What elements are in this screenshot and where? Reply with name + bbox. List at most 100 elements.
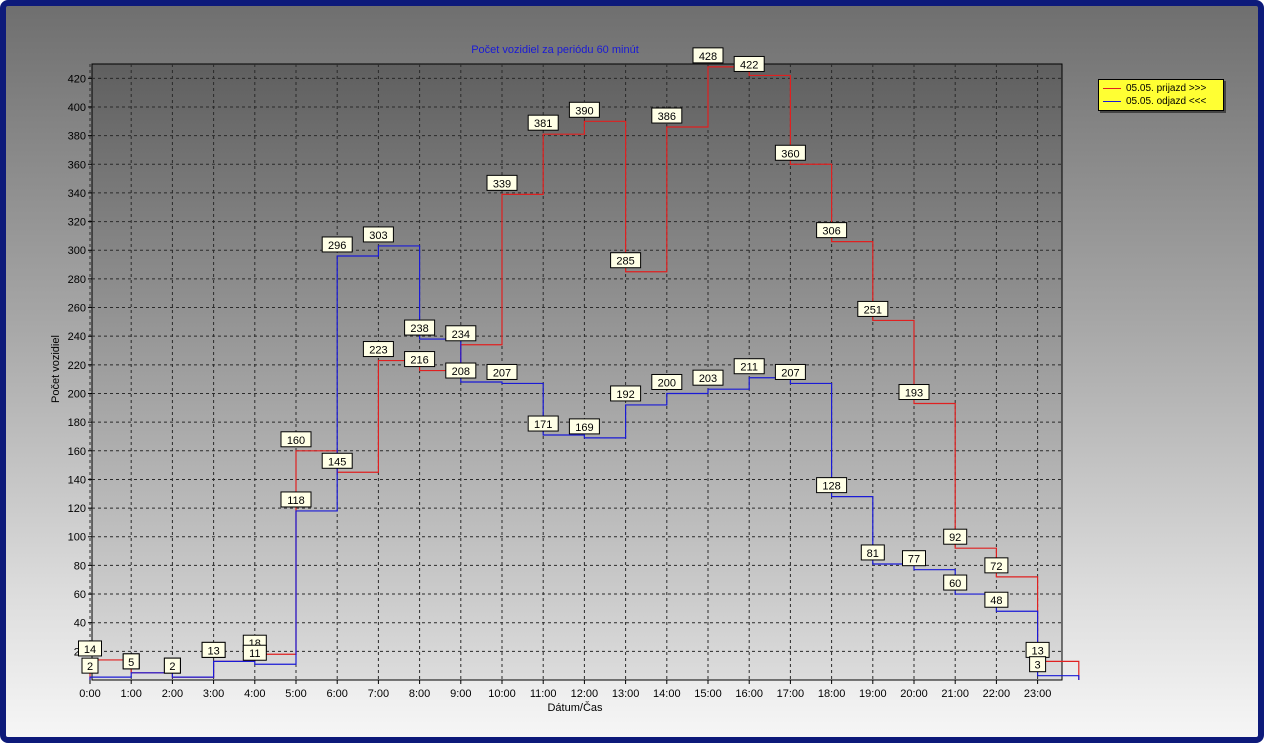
data-label: 390 [568, 101, 600, 118]
data-label-text: 216 [410, 355, 428, 367]
data-label: 306 [816, 222, 848, 239]
data-label-box [816, 477, 848, 494]
data-label: 2 [81, 657, 99, 674]
legend-swatch-blue [1103, 101, 1121, 102]
y-tick-label: 220 [68, 360, 86, 372]
data-label-text: 207 [493, 367, 511, 379]
data-label-box [81, 657, 99, 674]
data-label-text: 422 [740, 59, 758, 71]
data-label: 223 [362, 341, 394, 358]
data-label: 118 [280, 491, 312, 508]
x-tick-label: 16:00 [735, 688, 763, 700]
data-label-text: 208 [452, 366, 470, 378]
data-label: 203 [692, 369, 724, 386]
data-label: 3 [1029, 656, 1047, 673]
data-label: 145 [321, 452, 353, 469]
data-label-text: 48 [990, 595, 1002, 607]
y-tick-label: 320 [68, 217, 86, 229]
data-label-text: 145 [328, 456, 346, 468]
data-label-box [860, 544, 885, 561]
x-tick-label: 9:00 [450, 688, 471, 700]
y-tick-label: 340 [68, 188, 86, 200]
data-label-box [943, 528, 968, 545]
data-label: 339 [486, 174, 518, 191]
data-label-box [610, 385, 642, 402]
data-label: 428 [692, 47, 724, 64]
chart-title: Počet vozidiel za periódu 60 minút [471, 44, 639, 56]
y-tick-label: 200 [68, 388, 86, 400]
data-label-box [242, 644, 267, 661]
data-label: 5 [122, 653, 140, 670]
data-label-text: 171 [534, 419, 552, 431]
data-label-text: 296 [328, 240, 346, 252]
data-label: 207 [774, 363, 806, 380]
y-tick-label: 140 [68, 474, 86, 486]
data-label-box [201, 641, 226, 658]
data-label-box [774, 144, 806, 161]
data-label: 360 [774, 144, 806, 161]
y-tick-label: 160 [68, 446, 86, 458]
y-tick-label: 300 [68, 245, 86, 257]
data-label: 216 [404, 351, 436, 368]
data-label-text: 128 [822, 481, 840, 493]
data-label-text: 193 [905, 388, 923, 400]
x-tick-label: 21:00 [941, 688, 969, 700]
data-label-box [163, 657, 181, 674]
y-tick-label: 120 [68, 503, 86, 515]
x-tick-label: 22:00 [983, 688, 1011, 700]
data-label-text: 234 [452, 329, 470, 341]
data-label: 303 [362, 226, 394, 243]
data-label: 386 [651, 107, 683, 124]
data-label: 128 [816, 477, 848, 494]
data-label-text: 13 [1031, 645, 1043, 657]
legend-swatch-red [1103, 88, 1121, 89]
y-tick-label: 40 [74, 618, 86, 630]
legend-item-prijazd: 05.05. prijazd >>> [1103, 82, 1206, 95]
data-label-text: 223 [369, 345, 387, 357]
data-label-box [568, 418, 600, 435]
data-label-box [902, 550, 926, 567]
legend-label: 05.05. prijazd >>> [1126, 83, 1207, 94]
data-label-text: 360 [781, 148, 799, 160]
data-label: 234 [445, 325, 477, 342]
data-label: 48 [984, 591, 1009, 608]
data-label-box [486, 174, 518, 191]
data-label-text: 72 [990, 561, 1002, 573]
data-label: 60 [943, 574, 968, 591]
data-label-text: 3 [1035, 660, 1041, 672]
data-label: 285 [610, 252, 642, 269]
data-label-box [984, 557, 1009, 574]
data-label-text: 390 [575, 105, 593, 117]
data-label: 160 [280, 431, 312, 448]
data-label-text: 92 [949, 532, 961, 544]
data-label: 13 [1025, 641, 1050, 658]
y-tick-label: 180 [68, 417, 86, 429]
data-label-box [321, 236, 353, 253]
step-line-chart: 2040608010012014016018020022024026028030… [50, 44, 1080, 714]
data-label-box [692, 369, 724, 386]
data-label-box [362, 226, 394, 243]
x-tick-label: 13:00 [612, 688, 640, 700]
data-label-box [774, 363, 806, 380]
data-label-text: 77 [908, 554, 920, 566]
data-label: 14 [78, 640, 102, 657]
data-label-box [78, 640, 102, 657]
data-label-box [857, 300, 889, 317]
x-tick-label: 3:00 [203, 688, 224, 700]
data-label: 200 [651, 373, 683, 390]
data-label: 72 [984, 557, 1009, 574]
data-label-box [280, 491, 312, 508]
data-label-text: 11 [249, 648, 260, 660]
data-labels: 1452131816014522321623433938139028538642… [78, 47, 1050, 674]
x-tick-label: 12:00 [571, 688, 599, 700]
x-axis-title: Dátum/Čas [547, 701, 603, 714]
x-tick-label: 8:00 [409, 688, 430, 700]
y-axis-ticks: 2040608010012014016018020022024026028030… [68, 73, 92, 658]
x-tick-label: 1:00 [120, 688, 141, 700]
data-label: 208 [445, 362, 477, 379]
data-label: 296 [321, 236, 353, 253]
data-label: 207 [486, 363, 518, 380]
plot-area [91, 63, 1063, 681]
data-label-text: 251 [864, 304, 882, 316]
data-label-box [651, 107, 683, 124]
